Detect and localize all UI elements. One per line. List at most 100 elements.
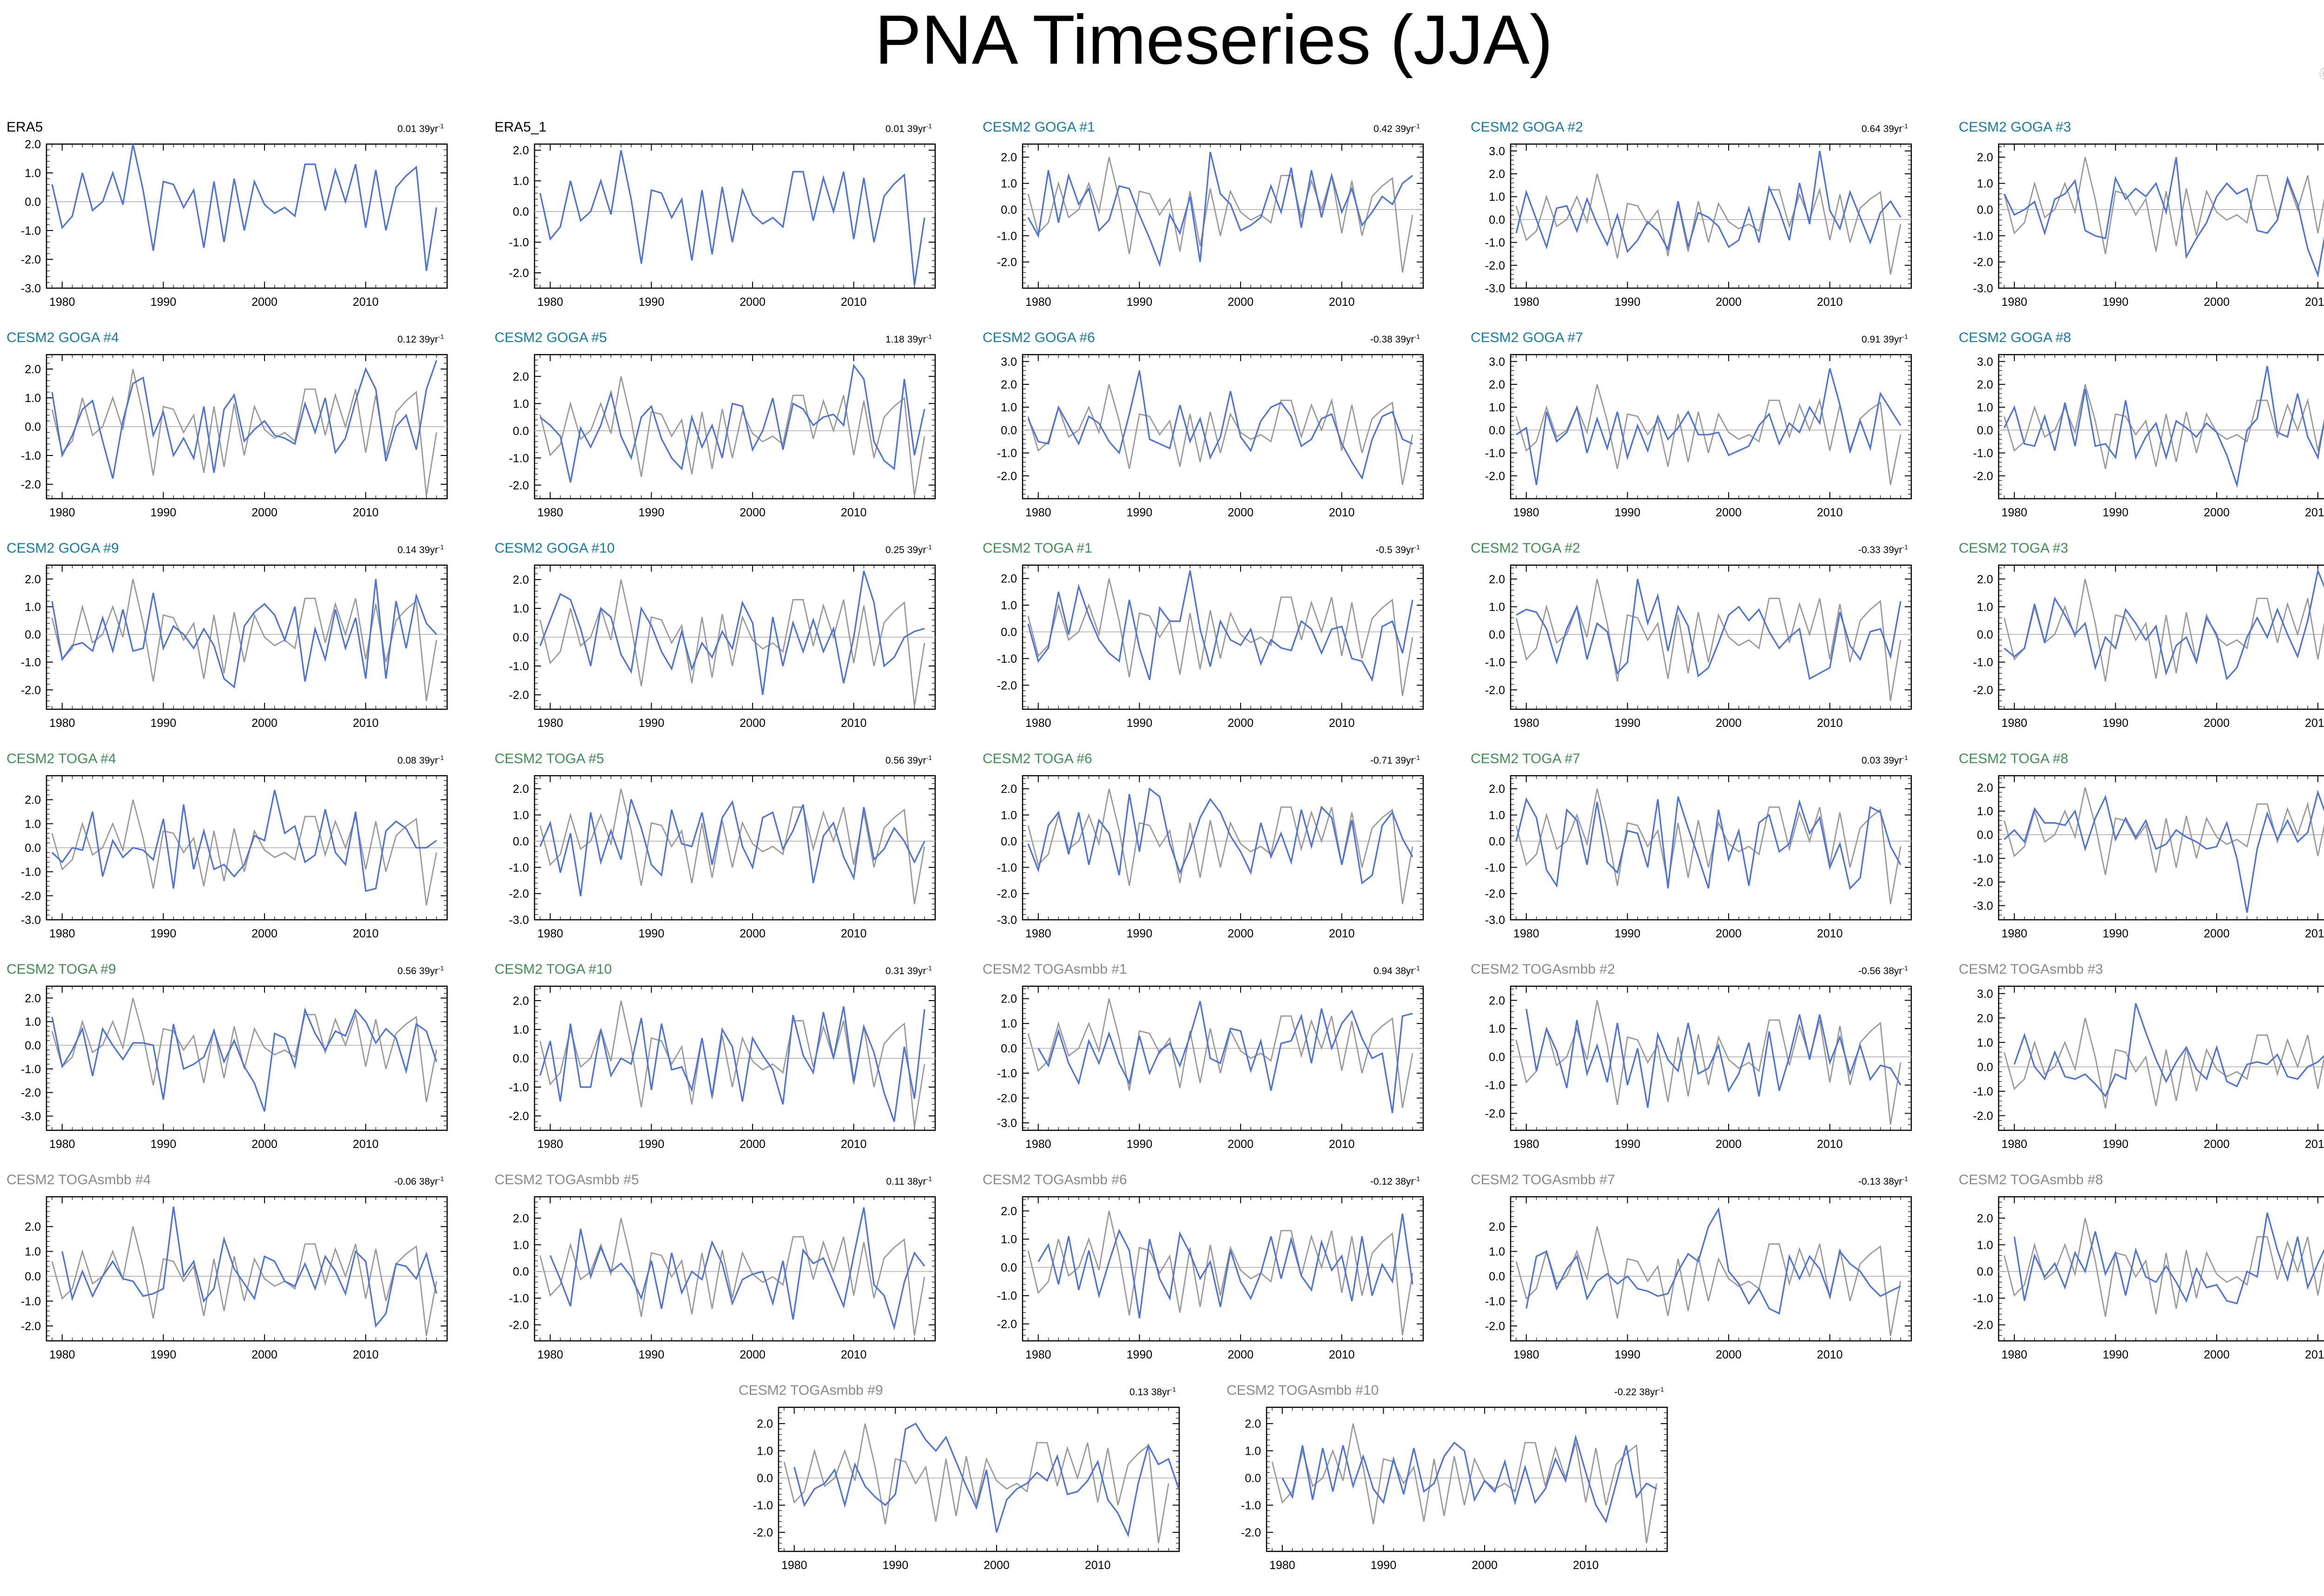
trend-exponent: -1 bbox=[1902, 754, 1908, 761]
y-tick-label: -1.0 bbox=[1485, 237, 1505, 250]
y-tick-label: -2.0 bbox=[997, 256, 1017, 269]
x-tick-label: 2010 bbox=[1329, 1138, 1355, 1151]
y-tick-label: 1.0 bbox=[513, 175, 529, 188]
y-tick-label: -2.0 bbox=[509, 888, 529, 901]
plot-frame bbox=[778, 1406, 1180, 1552]
plot-frame bbox=[1022, 354, 1424, 500]
panel-title: CESM2 GOGA #7 bbox=[1471, 330, 1583, 345]
chart-panel: CESM2 TOGAsmbb #2 -0.56 38yr-1 -2.0 -1.0 0.0… bbox=[1464, 962, 1929, 1159]
x-tick-label: 1980 bbox=[49, 717, 75, 730]
y-tick-label: -2.0 bbox=[21, 890, 41, 903]
y-tick-label: -1.0 bbox=[509, 660, 529, 673]
y-tick-label: -2.0 bbox=[997, 1318, 1017, 1331]
x-tick-label: 2010 bbox=[1329, 717, 1355, 730]
plot-frame bbox=[1022, 1196, 1424, 1342]
x-tick-label: 1990 bbox=[151, 717, 177, 730]
y-tick-label: -1.0 bbox=[509, 1081, 529, 1094]
x-tick-label: 1980 bbox=[49, 1348, 75, 1361]
y-tick-label: -2.0 bbox=[509, 1319, 529, 1332]
y-tick-label: 2.0 bbox=[1001, 783, 1017, 796]
y-tick-label: -2.0 bbox=[1973, 256, 1993, 269]
y-tick-label: 2.0 bbox=[1001, 573, 1017, 586]
x-tick-label: 2000 bbox=[1716, 1138, 1742, 1151]
obs-reference-line bbox=[2003, 579, 2324, 682]
y-tick-label: -1.0 bbox=[1973, 656, 1993, 669]
plot-frame bbox=[1510, 564, 1912, 710]
chart-panel: CESM2 TOGA #4 0.08 39yr-1 -3.0 -2.0 -1.0 0.0 1… bbox=[0, 751, 465, 949]
timeseries-chart: -2.0 -1.0 0.0 1.0 2.0 3.0 1980 1990 2000 2010 bbox=[1973, 985, 2324, 1151]
timeseries-chart: -3.0 -2.0 -1.0 0.0 1.0 2.0 1980 1990 2000 2010 bbox=[21, 775, 448, 940]
x-tick-label: 2010 bbox=[1329, 1348, 1355, 1361]
y-tick-label: 1.0 bbox=[1977, 401, 1993, 414]
panel-title: ERA5_1 bbox=[495, 119, 547, 135]
x-tick-label: 2000 bbox=[251, 1348, 277, 1361]
trend-exponent: -1 bbox=[1414, 1175, 1420, 1182]
obs-reference-line bbox=[1515, 788, 1901, 904]
x-tick-label: 2000 bbox=[2204, 506, 2230, 519]
panel-title: CESM2 TOGA #1 bbox=[983, 541, 1092, 556]
x-tick-label: 1980 bbox=[1025, 1138, 1051, 1151]
x-tick-label: 2000 bbox=[251, 927, 277, 940]
x-tick-label: 2000 bbox=[1228, 1348, 1254, 1361]
chart-panel: CESM2 TOGAsmbb #5 0.11 38yr-1 -2.0 -1.0 0.0 1… bbox=[488, 1172, 953, 1370]
y-tick-label: -1.0 bbox=[1485, 656, 1505, 669]
chart-panel: ERA5 0.01 39yr-1 -3.0 -2.0 -1.0 0.0 1.0 2.0 1980… bbox=[0, 119, 465, 317]
x-tick-label: 1980 bbox=[537, 506, 563, 519]
series-line bbox=[1037, 1001, 1413, 1113]
x-tick-label: 2000 bbox=[251, 717, 277, 730]
trend-exponent: -1 bbox=[1902, 122, 1908, 130]
series-line bbox=[539, 150, 925, 285]
chart-panel: CESM2 TOGAsmbb #3-1.37 38yr-1-2.0-1.00.0… bbox=[1952, 962, 2324, 1159]
series-line bbox=[539, 570, 925, 695]
y-tick-label: 2.0 bbox=[1977, 378, 1993, 391]
panel-title: CESM2 TOGAsmbb #4 bbox=[7, 1172, 151, 1187]
y-tick-label: 2.0 bbox=[513, 1212, 529, 1225]
x-tick-label: 2010 bbox=[353, 927, 379, 940]
y-tick-label: 1.0 bbox=[1001, 1017, 1017, 1030]
chart-panel: CESM2 TOGAsmbb #4 -0.06 38yr-1 -2.0 -1.0 0.0… bbox=[0, 1172, 465, 1370]
timeseries-chart: -3.0 -2.0 -1.0 0.0 1.0 2.0 3.0 1980 1990 2000 2010 bbox=[1485, 143, 1912, 309]
y-tick-label: -1.0 bbox=[997, 1067, 1017, 1080]
y-tick-label: 0.0 bbox=[1489, 1051, 1505, 1064]
plot-frame bbox=[1510, 775, 1912, 921]
trend-label: -0.12 38yr-1 bbox=[1370, 1175, 1420, 1187]
trend-exponent: -1 bbox=[1902, 964, 1908, 972]
plot-frame bbox=[1510, 354, 1912, 500]
chart-panel: ERA5_1 0.01 39yr-1 -2.0 -1.0 0.0 1.0 2.0 1980 19… bbox=[488, 119, 953, 317]
x-tick-label: 2000 bbox=[1716, 296, 1742, 309]
panel-title: CESM2 TOGAsmbb #5 bbox=[495, 1172, 639, 1187]
series-line bbox=[51, 579, 437, 689]
x-tick-label: 2010 bbox=[1817, 296, 1843, 309]
trend-label: 0.64 39yr-1 bbox=[1861, 122, 1908, 134]
y-tick-label: 2.0 bbox=[1001, 151, 1017, 164]
trend-exponent: -1 bbox=[926, 1175, 932, 1182]
y-tick-label: -1.0 bbox=[1973, 447, 1993, 460]
plot-frame bbox=[1510, 1196, 1912, 1342]
series-line bbox=[1027, 370, 1413, 480]
panel-title: CESM2 TOGA #9 bbox=[7, 962, 116, 977]
y-tick-label: 2.0 bbox=[25, 363, 41, 376]
trend-exponent: -1 bbox=[926, 122, 932, 130]
x-tick-label: 2000 bbox=[739, 296, 766, 309]
panel-title: CESM2 TOGAsmbb #7 bbox=[1471, 1172, 1615, 1187]
panel-title: CESM2 TOGA #7 bbox=[1471, 751, 1580, 766]
y-tick-label: 2.0 bbox=[1489, 783, 1505, 796]
y-tick-label: -1.0 bbox=[1485, 1079, 1505, 1092]
y-tick-label: 1.0 bbox=[1489, 809, 1505, 822]
chart-panel: CESM2 TOGAsmbb #9 0.13 38yr-1 -2.0 -1.0 0.0 1… bbox=[732, 1383, 1197, 1580]
obs-reference-line bbox=[2003, 1218, 2324, 1317]
trend-exponent: -1 bbox=[1414, 543, 1420, 551]
y-tick-label: -2.0 bbox=[21, 253, 41, 266]
y-tick-label: 2.0 bbox=[1001, 378, 1017, 391]
series-line bbox=[61, 1207, 437, 1328]
y-tick-label: 0.0 bbox=[25, 628, 41, 641]
x-tick-label: 2010 bbox=[1817, 1348, 1843, 1361]
obs-reference-line bbox=[539, 1000, 925, 1128]
series-line bbox=[1037, 1213, 1413, 1319]
y-tick-label: -1.0 bbox=[21, 449, 41, 462]
